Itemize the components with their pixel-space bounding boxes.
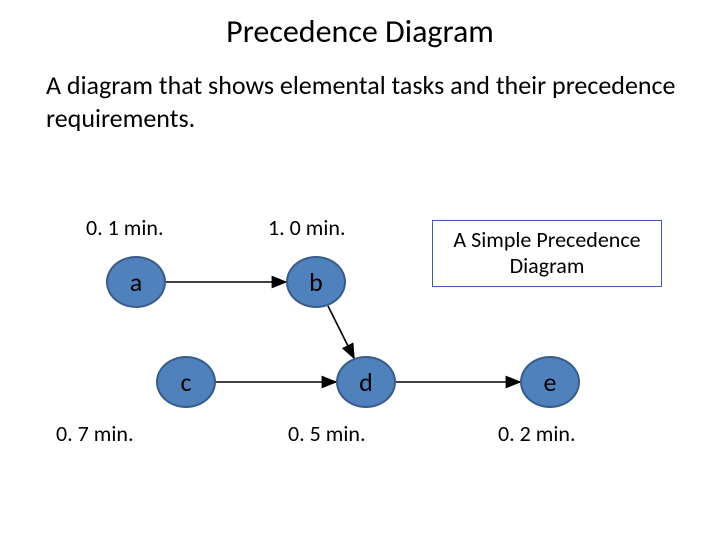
caption-box: A Simple Precedence Diagram bbox=[432, 220, 662, 287]
time-label-b: 1. 0 min. bbox=[268, 214, 346, 241]
time-label-a: 0. 1 min. bbox=[86, 214, 164, 241]
edge-b-d bbox=[328, 306, 354, 358]
time-label-e: 0. 2 min. bbox=[498, 420, 576, 447]
precedence-diagram: a 0. 1 min. b 1. 0 min. c 0. 7 min. d 0. 5 min.… bbox=[0, 12, 720, 552]
time-label-c: 0. 7 min. bbox=[56, 420, 134, 447]
node-c: c bbox=[156, 356, 216, 408]
node-d: d bbox=[336, 356, 396, 408]
node-b: b bbox=[286, 256, 346, 308]
node-a: a bbox=[106, 256, 166, 308]
node-e: e bbox=[520, 356, 580, 408]
caption-text: A Simple Precedence Diagram bbox=[453, 226, 640, 279]
time-label-d: 0. 5 min. bbox=[288, 420, 366, 447]
